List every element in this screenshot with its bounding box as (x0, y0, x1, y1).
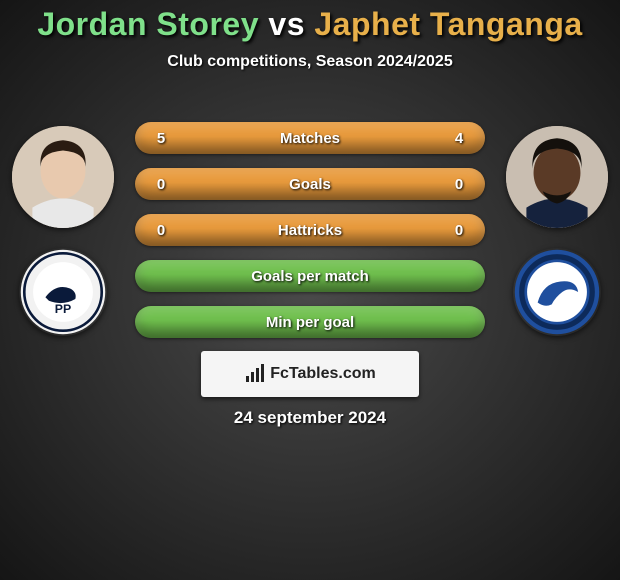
stat-label: Goals per match (135, 268, 485, 285)
subtitle: Club competitions, Season 2024/2025 (0, 53, 620, 71)
comparison-title: Jordan Storey vs Japhet Tanganga (0, 0, 620, 43)
stat-label: Goals (135, 176, 485, 193)
player2-avatar-icon (506, 126, 608, 228)
vs-text: vs (268, 6, 305, 42)
player1-club-crest: PP (19, 248, 107, 336)
date-text: 24 september 2024 (0, 408, 620, 428)
stat-label: Matches (135, 130, 485, 147)
player1-name: Jordan Storey (37, 6, 259, 42)
stat-label: Hattricks (135, 222, 485, 239)
stat-row-matches: 5 Matches 4 (135, 122, 485, 154)
brand-card: FcTables.com (201, 351, 419, 397)
stat-row-min-per-goal: Min per goal (135, 306, 485, 338)
stats-container: 5 Matches 4 0 Goals 0 0 Hattricks 0 Goal… (135, 122, 485, 338)
stat-label: Min per goal (135, 314, 485, 331)
left-column: PP (8, 126, 118, 336)
stat-row-goals: 0 Goals 0 (135, 168, 485, 200)
right-column (502, 126, 612, 336)
stat-row-goals-per-match: Goals per match (135, 260, 485, 292)
player1-portrait (12, 126, 114, 228)
player2-portrait (506, 126, 608, 228)
svg-text:PP: PP (55, 302, 71, 316)
crest1-icon: PP (19, 248, 107, 336)
player2-club-crest (513, 248, 601, 336)
player2-name: Japhet Tanganga (314, 6, 582, 42)
crest2-icon (513, 248, 601, 336)
brand-text: FcTables.com (270, 365, 376, 383)
stat-row-hattricks: 0 Hattricks 0 (135, 214, 485, 246)
bar-chart-icon (244, 364, 266, 384)
player1-avatar-icon (12, 126, 114, 228)
